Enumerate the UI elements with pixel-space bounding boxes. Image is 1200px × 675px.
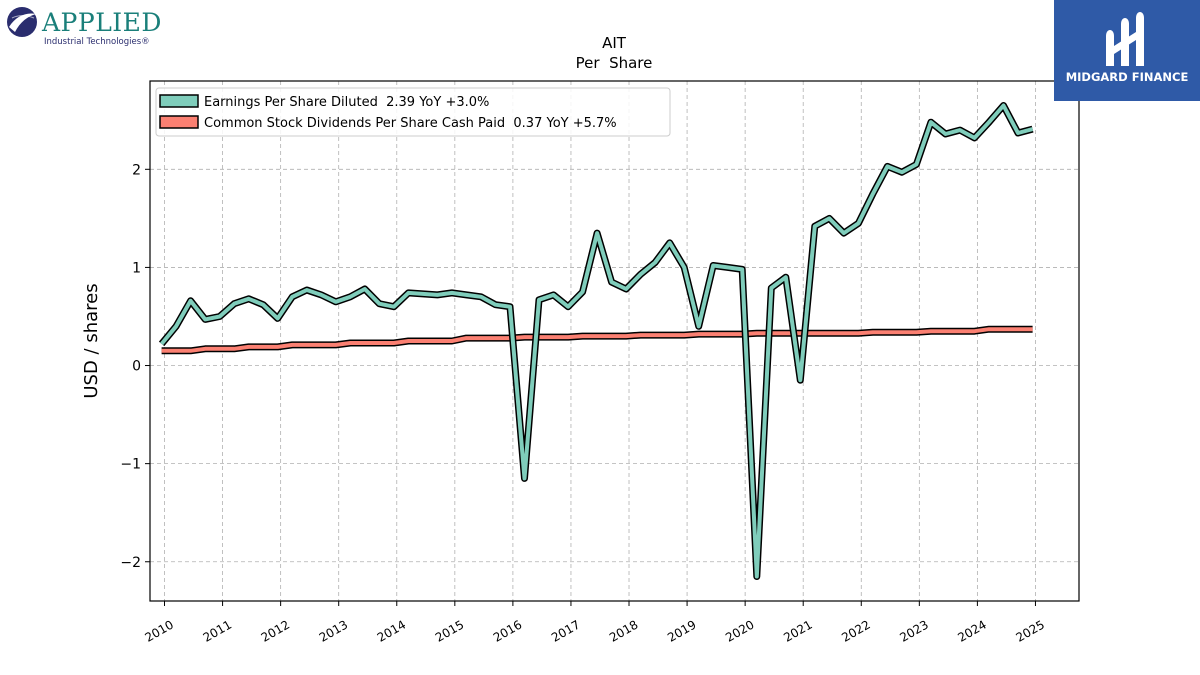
midgard-logo-name: MIDGARD FINANCE xyxy=(1065,70,1189,84)
applied-logo-subtitle: Industrial Technologies® xyxy=(44,37,150,47)
x-tick-label: 2011 xyxy=(201,617,234,644)
midgard-finance-logo: MIDGARD FINANCE xyxy=(1054,0,1200,101)
legend-swatch xyxy=(159,115,199,129)
x-tick-label: 2018 xyxy=(607,617,640,644)
series-line xyxy=(161,327,1033,353)
x-tick-label: 2019 xyxy=(665,617,698,644)
midgard-m-icon xyxy=(1106,12,1144,66)
x-tick-label: 2023 xyxy=(897,617,930,644)
x-tick-label: 2020 xyxy=(723,617,756,644)
y-tick-label: 2 xyxy=(132,162,141,178)
series-eps-diluted xyxy=(158,102,1034,580)
x-tick-label: 2012 xyxy=(259,617,292,644)
series-dividends-per-share xyxy=(161,325,1033,355)
x-tick-label: 2025 xyxy=(1013,617,1046,644)
x-tick-label: 2022 xyxy=(839,617,872,644)
x-tick-label: 2015 xyxy=(433,617,466,644)
series-line xyxy=(160,103,1034,579)
y-tick-label: −2 xyxy=(120,555,141,571)
x-tick-label: 2021 xyxy=(781,617,814,644)
x-tick-label: 2016 xyxy=(491,617,524,644)
y-tick-label: 0 xyxy=(132,359,141,375)
chart-title: AIT xyxy=(602,34,627,52)
x-tick-label: 2010 xyxy=(143,617,176,644)
series-line-outline xyxy=(158,102,1034,580)
legend-box xyxy=(155,87,671,137)
grid xyxy=(150,81,1079,601)
y-axis-label: USD / shares xyxy=(81,283,102,398)
legend-swatch xyxy=(159,94,199,108)
x-tick-label: 2013 xyxy=(317,617,350,644)
y-tick-label: 1 xyxy=(132,260,141,276)
axis-ticks: 2010 2011 2012 2013 2014 2015 2016 2017 2018 2019… xyxy=(120,162,1047,645)
legend-label: Earnings Per Share Diluted 2.39 YoY +3.0… xyxy=(204,95,489,110)
x-tick-label: 2014 xyxy=(375,617,408,644)
x-tick-label: 2017 xyxy=(549,617,582,644)
globe-swoosh-icon xyxy=(7,7,37,37)
x-tick-label: 2024 xyxy=(955,617,988,644)
legend: Earnings Per Share Diluted 2.39 YoY +3.0… xyxy=(155,87,671,137)
applied-logo-name: APPLIED xyxy=(42,8,162,37)
legend-label: Common Stock Dividends Per Share Cash Pa… xyxy=(204,116,617,131)
series-layer xyxy=(158,102,1034,580)
applied-logo: APPLIED Industrial Technologies® xyxy=(6,6,166,50)
y-tick-label: −1 xyxy=(120,457,141,473)
plot-frame xyxy=(149,80,1080,602)
chart-subtitle: Per Share xyxy=(576,54,653,72)
